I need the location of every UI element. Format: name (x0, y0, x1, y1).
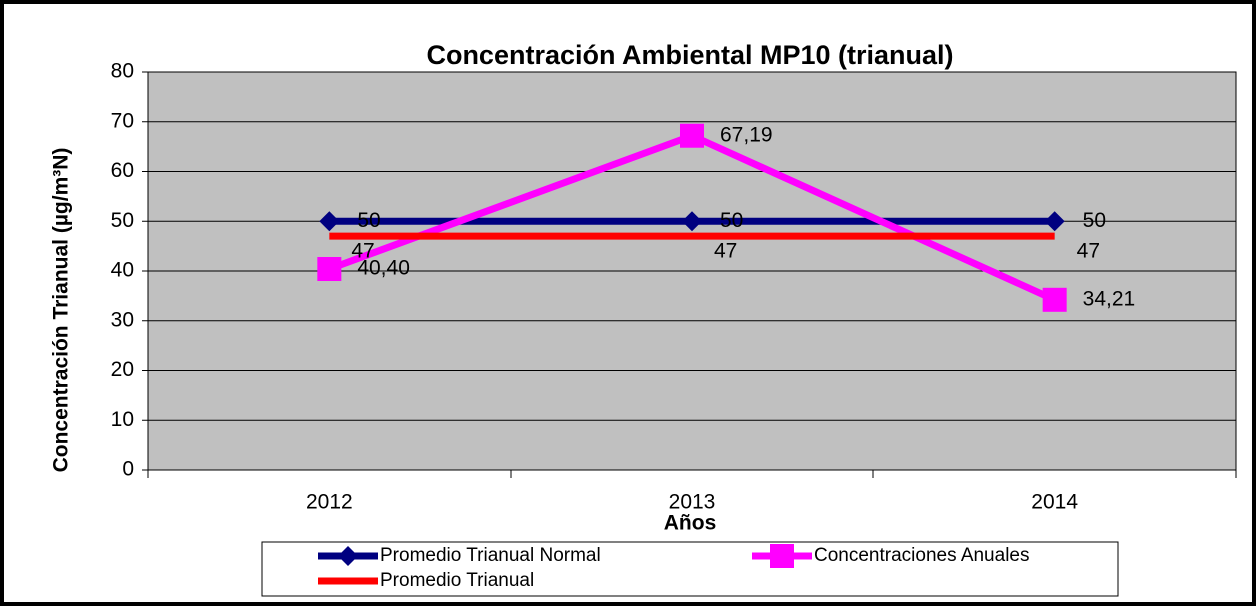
y-tick-label: 70 (111, 109, 134, 132)
point-marker (319, 211, 340, 232)
y-tick-label: 50 (111, 209, 134, 232)
x-tick-label: 2012 (306, 491, 353, 514)
y-tick-label: 0 (122, 458, 134, 481)
y-tick-label: 10 (111, 408, 134, 431)
legend-label: Concentraciones Anuales (814, 545, 1029, 566)
y-axis-title: Concentración Trianual (µg/m³N) (50, 148, 73, 473)
data-label: 47 (714, 240, 737, 263)
point-marker (680, 123, 704, 148)
x-tick-label: 2013 (669, 491, 716, 514)
point-marker (317, 257, 342, 282)
y-tick-label: 80 (111, 60, 134, 83)
data-label: 67,19 (720, 123, 773, 146)
legend-marker (770, 544, 794, 568)
data-label: 50 (1083, 209, 1106, 232)
data-label: 47 (1077, 240, 1100, 263)
x-axis-title: Años (664, 512, 717, 535)
chart-title: Concentración Ambiental MP10 (trianual) (426, 40, 953, 70)
legend-label: Promedio Trianual (380, 570, 534, 591)
point-marker (1042, 287, 1067, 312)
x-axis-ticks (147, 470, 1237, 478)
point-marker (682, 211, 702, 232)
y-tick-label: 30 (111, 308, 134, 331)
data-label: 50 (357, 209, 380, 232)
legend-label: Promedio Trianual Normal (380, 545, 601, 566)
legend-marker (338, 546, 358, 566)
data-label: 50 (720, 209, 743, 232)
data-label: 40,40 (357, 257, 410, 280)
data-label: 34,21 (1083, 287, 1136, 310)
data-label: 47 (351, 240, 374, 263)
legend (261, 541, 1119, 597)
point-marker (1044, 211, 1065, 232)
y-tick-label: 20 (111, 358, 134, 381)
x-tick-label: 2014 (1031, 491, 1078, 514)
y-tick-label: 40 (111, 259, 134, 282)
y-tick-label: 60 (111, 159, 134, 182)
